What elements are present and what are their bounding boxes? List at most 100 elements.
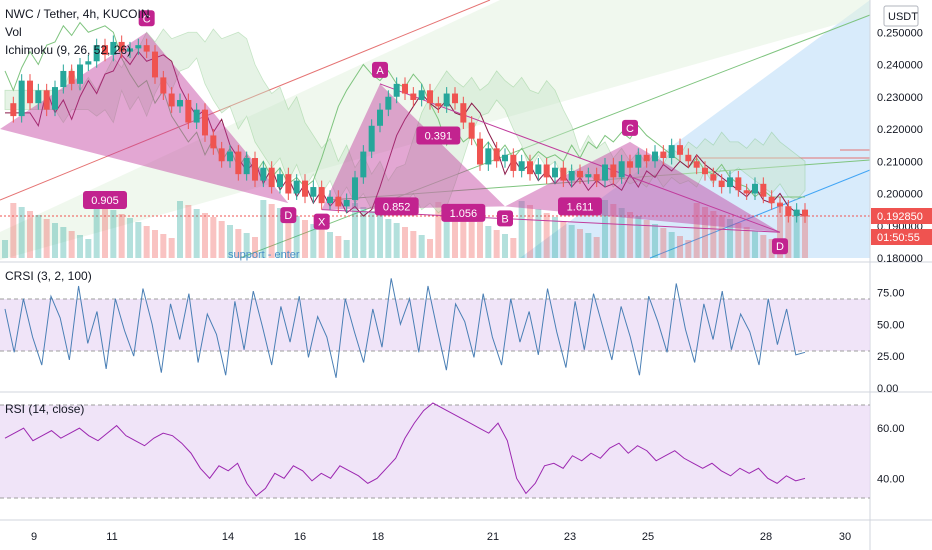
pattern-point-label: X [318, 217, 326, 229]
pattern-point-label: C [626, 123, 634, 135]
candle-body [35, 90, 42, 104]
volume-bar [527, 205, 533, 258]
rsi-pane[interactable]: RSI (14, close) [0, 402, 870, 499]
price-tick-label: 0.200000 [877, 189, 923, 201]
ratio-box [83, 190, 127, 209]
volume-bar [85, 239, 92, 258]
volume-bar [510, 238, 517, 258]
ratio-label: 1.611 [567, 201, 594, 213]
volume-bar [77, 235, 83, 258]
volume-bar [60, 227, 67, 258]
candle-body [135, 45, 142, 49]
candle-body [710, 174, 717, 181]
ratio-box [558, 197, 602, 216]
candle-body [518, 161, 525, 171]
rsi-axis[interactable]: 60.00 40.00 [877, 423, 905, 485]
price-tick-label: 0.230000 [877, 92, 923, 104]
pattern-point-label: B [501, 213, 508, 225]
volume-bar [452, 210, 458, 258]
pattern-triangle-xab [321, 83, 505, 210]
volume-bar [127, 218, 133, 258]
currency-button[interactable]: USDT [883, 5, 919, 27]
candle-body [285, 174, 292, 194]
candle-body [160, 77, 167, 94]
price-tick-label: 0.250000 [877, 27, 923, 39]
time-tick-label: 14 [222, 531, 234, 543]
volume-bar [377, 215, 383, 258]
crsi-axis[interactable]: 75.00 50.00 25.00 0.00 [877, 287, 905, 395]
candle-body [735, 177, 742, 191]
volume-bar [468, 218, 475, 258]
candle-body [768, 196, 775, 204]
volume-bar [210, 217, 217, 258]
volume-bar [402, 227, 408, 258]
candle-body [527, 161, 533, 175]
volume-bar [168, 238, 175, 258]
pattern-point-marker [280, 207, 297, 224]
pattern-point-marker [622, 119, 638, 136]
rsi-title: RSI (14, close) [5, 402, 84, 416]
volume-bar [552, 217, 558, 258]
time-axis[interactable]: 9 11 14 16 18 21 23 25 28 30 [31, 531, 851, 543]
volume-bar [177, 201, 183, 258]
candle-body [393, 83, 400, 97]
volume-bar [502, 234, 508, 258]
volume-bar [435, 202, 442, 258]
volume-bar [793, 210, 800, 258]
target-channel-line [649, 169, 871, 259]
ratio-label: 1.056 [450, 208, 478, 220]
ratio-box [416, 126, 461, 145]
volume-bar [10, 203, 17, 258]
candle-body [352, 177, 358, 200]
volume-bar [18, 207, 25, 258]
volume-bar [252, 237, 258, 258]
time-tick-label: 28 [760, 531, 772, 543]
candle-body [335, 196, 342, 207]
volume-bar [602, 200, 608, 258]
volume-bar [643, 220, 650, 258]
volume-bar [285, 212, 292, 258]
volume-bar [110, 210, 117, 258]
candle-body [702, 167, 708, 175]
candle-body [85, 61, 92, 65]
candle-body [510, 154, 517, 171]
last-price-tag: 0.192850 01:50:55 [871, 208, 932, 245]
volume-bar [293, 216, 300, 258]
ratio-box [441, 203, 486, 222]
volume-bar [768, 239, 775, 258]
candle-body [327, 196, 333, 204]
candle-body [293, 180, 300, 194]
volume-bar [743, 227, 750, 258]
volume-bar [35, 215, 42, 258]
crsi-pane[interactable]: CRSI (3, 2, 100) [0, 269, 870, 378]
volume-bar [368, 211, 375, 258]
rsi-tick-label: 40.00 [877, 473, 905, 485]
candle-body [102, 45, 108, 55]
currency-label: USDT [888, 11, 918, 23]
candle-body [477, 138, 483, 165]
candle-body [385, 96, 392, 110]
volume-bar [277, 208, 283, 258]
candle-body [602, 164, 608, 181]
time-tick-label: 18 [372, 531, 384, 543]
volume-bar [685, 240, 692, 258]
volume-bar [460, 214, 467, 258]
candle-body [560, 167, 567, 181]
candle-body [210, 135, 217, 149]
candle-body [252, 158, 258, 181]
candle-body [168, 93, 175, 107]
candle-body [652, 151, 658, 162]
volume-bars [2, 200, 808, 258]
ratio-label: 0.391 [425, 130, 453, 142]
volume-bar [568, 225, 575, 258]
volume-bar [360, 207, 367, 258]
ichimoku-label: Ichimoku (9, 26, 52, 26) [5, 43, 131, 57]
volume-bar [352, 203, 358, 258]
candle-body [485, 148, 492, 165]
candle-body [452, 93, 458, 104]
countdown-value: 01:50:55 [877, 232, 920, 244]
candle-body [502, 154, 508, 162]
time-tick-label: 30 [839, 531, 851, 543]
candle-body [585, 174, 592, 178]
price-pane[interactable]: C D X A B C D 0.905 0.852 0.391 1.056 1.611 suppor… [0, 0, 871, 261]
